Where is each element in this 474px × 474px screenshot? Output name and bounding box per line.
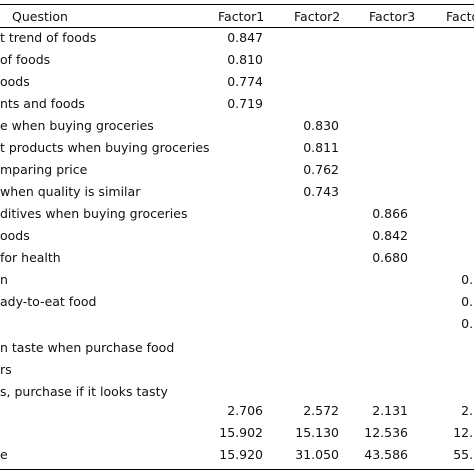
factor2-value-cell: 15.130	[295, 425, 339, 440]
table-row: for health 0.680	[0, 247, 474, 269]
factor1-value-cell: 0.719	[227, 96, 263, 111]
question-cell: of foods	[0, 52, 51, 67]
question-cell: when quality is similar	[0, 184, 141, 199]
factor2-value-cell: 0.830	[303, 118, 339, 133]
question-cell: mparing price	[0, 162, 88, 177]
top-rule	[0, 4, 474, 5]
factor4-value-cell: 0.80	[461, 294, 474, 309]
factor2-value-cell: 31.050	[295, 447, 339, 462]
question-cell: n	[0, 272, 8, 287]
bottom-rule	[0, 469, 474, 470]
question-cell: t trend of foods	[0, 30, 97, 45]
factor3-value-cell: 43.586	[364, 447, 408, 462]
table-row: nts and foods 0.719	[0, 93, 474, 115]
table-row: e when buying groceries 0.830	[0, 115, 474, 137]
factor4-value-cell: 55.84	[453, 447, 474, 462]
table-row: 0.77	[0, 313, 474, 335]
factor2-value-cell: 2.572	[303, 403, 339, 418]
question-cell: oods	[0, 228, 30, 243]
table-row: n 0.82	[0, 269, 474, 291]
factor1-value-cell: 0.810	[227, 52, 263, 67]
question-cell: s, purchase if it looks tasty	[0, 384, 168, 399]
factor1-value-cell: 2.706	[227, 403, 263, 418]
table-row: mparing price 0.762	[0, 159, 474, 181]
table-row: oods 0.774	[0, 71, 474, 93]
header-row: Question Factor1 Factor2 Factor3 Factor4	[0, 4, 474, 26]
factor1-value-cell: 15.920	[219, 447, 263, 462]
table-row: t products when buying groceries 0.811	[0, 137, 474, 159]
table-row: oods 0.842	[0, 225, 474, 247]
table-row: ditives when buying groceries 0.866	[0, 203, 474, 225]
header-question: Question	[12, 9, 68, 24]
factor4-value-cell: 2.08	[461, 403, 474, 418]
question-cell: nts and foods	[0, 96, 85, 111]
table-row: ady-to-eat food 0.80	[0, 291, 474, 313]
header-factor1: Factor1	[218, 9, 265, 24]
header-factor2: Factor2	[294, 9, 341, 24]
factor2-value-cell: 0.762	[303, 162, 339, 177]
factor1-value-cell: 15.902	[219, 425, 263, 440]
question-cell: t products when buying groceries	[0, 140, 210, 155]
header-factor3: Factor3	[369, 9, 416, 24]
question-cell: e when buying groceries	[0, 118, 154, 133]
table-row: n taste when purchase food	[0, 337, 474, 359]
factor4-value-cell: 12.26	[453, 425, 474, 440]
question-cell: rs	[0, 362, 12, 377]
table-row: e 15.920 31.050 43.586 55.84	[0, 444, 474, 466]
question-cell: e	[0, 447, 8, 462]
factor1-value-cell: 0.847	[227, 30, 263, 45]
table-row: t trend of foods 0.847	[0, 27, 474, 49]
question-cell: for health	[0, 250, 61, 265]
factor3-value-cell: 0.842	[372, 228, 408, 243]
question-cell: ditives when buying groceries	[0, 206, 188, 221]
question-cell: n taste when purchase food	[0, 340, 175, 355]
question-cell: oods	[0, 74, 30, 89]
factor3-value-cell: 2.131	[372, 403, 408, 418]
header-rule	[0, 27, 474, 28]
factor4-value-cell: 0.82	[461, 272, 474, 287]
header-factor4: Factor4	[446, 9, 474, 24]
factor2-value-cell: 0.811	[303, 140, 339, 155]
factor2-value-cell: 0.743	[303, 184, 339, 199]
factor3-value-cell: 12.536	[364, 425, 408, 440]
factor3-value-cell: 0.866	[372, 206, 408, 221]
factor1-value-cell: 0.774	[227, 74, 263, 89]
table-row: of foods 0.810	[0, 49, 474, 71]
factor4-value-cell: 0.77	[461, 316, 474, 331]
table-row: rs	[0, 359, 474, 381]
factor3-value-cell: 0.680	[372, 250, 408, 265]
table-row: when quality is similar 0.743	[0, 181, 474, 203]
question-cell: ady-to-eat food	[0, 294, 97, 309]
table-row: s, purchase if it looks tasty	[0, 381, 474, 403]
table-row: 15.902 15.130 12.536 12.26	[0, 422, 474, 444]
table-row: 2.706 2.572 2.131 2.08	[0, 400, 474, 422]
